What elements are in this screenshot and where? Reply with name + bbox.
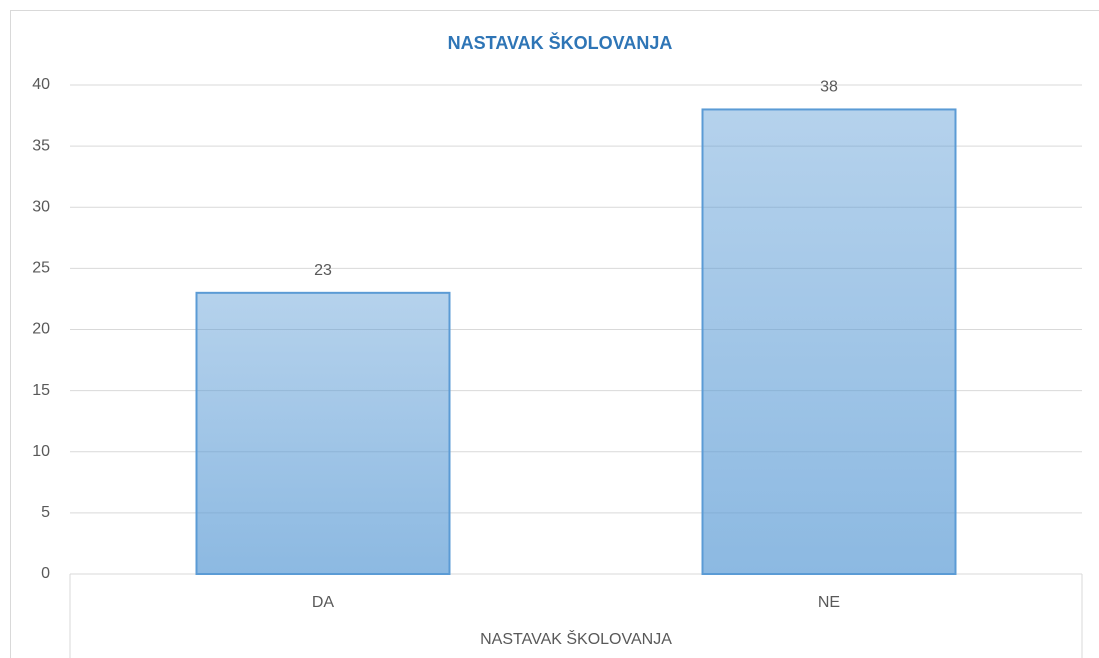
chart-title: NASTAVAK ŠKOLOVANJA: [448, 32, 673, 53]
y-tick-label: 40: [32, 76, 50, 93]
x-tick-label: NE: [818, 594, 840, 611]
y-tick-label: 10: [32, 443, 50, 460]
bar: [701, 108, 957, 575]
y-tick-label: 5: [41, 504, 50, 521]
y-tick-label: 20: [32, 321, 50, 338]
chart-border: [10, 10, 1099, 658]
y-tick-label: 0: [41, 565, 50, 582]
bar: [195, 291, 451, 575]
x-tick-label: DA: [312, 594, 335, 611]
data-label: 23: [314, 262, 332, 279]
y-tick-label: 30: [32, 198, 50, 215]
x-axis-title: NASTAVAK ŠKOLOVANJA: [480, 629, 672, 648]
y-tick-label: 25: [32, 260, 50, 277]
data-label: 38: [820, 79, 838, 96]
y-tick-label: 15: [32, 382, 50, 399]
y-tick-label: 35: [32, 137, 50, 154]
